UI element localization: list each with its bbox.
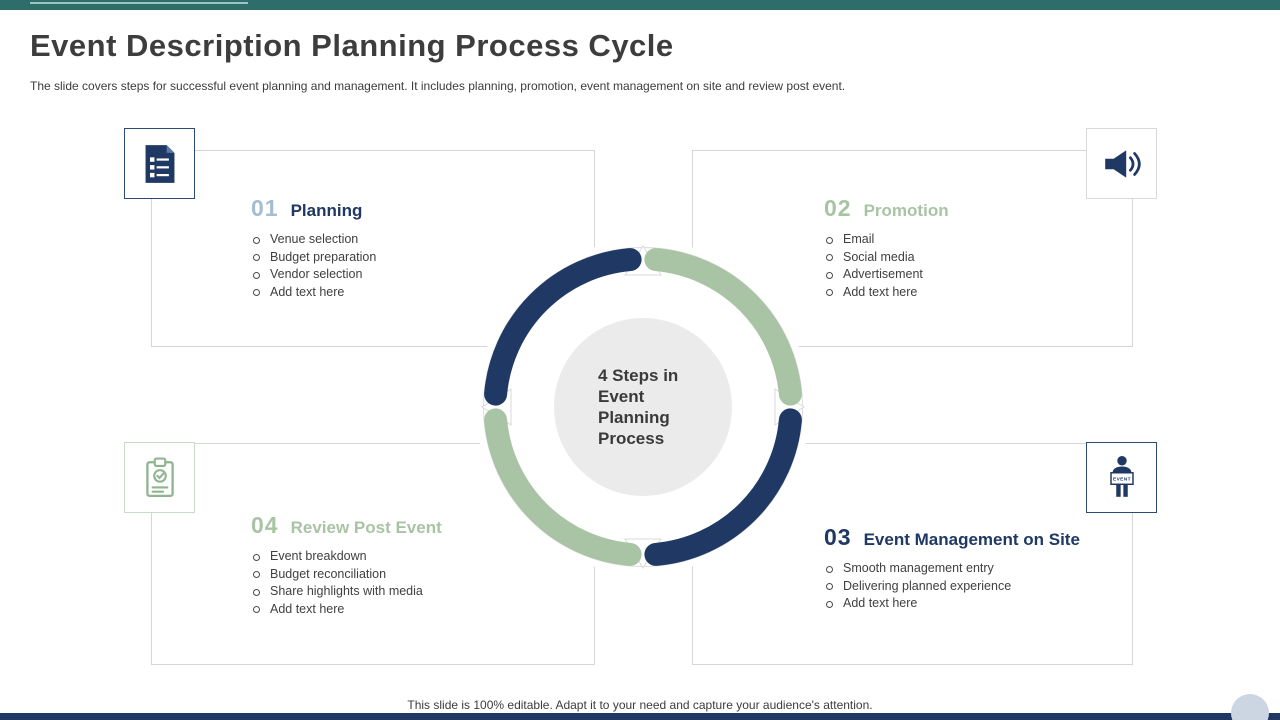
icon-tile-promotion	[1086, 128, 1157, 199]
center-line: Process	[598, 429, 665, 448]
step-number: 02	[824, 195, 852, 221]
arc-event-management	[644, 408, 802, 566]
bullet-item: Add text here	[251, 601, 594, 619]
icon-tile-planning	[124, 128, 195, 199]
bullet-item: Advertisement	[824, 266, 1132, 284]
top-accent-line	[30, 2, 248, 4]
step-heading: 02 Promotion	[824, 195, 1132, 222]
step-title: Review Post Event	[290, 518, 442, 537]
slide-title: Event Description Planning Process Cycle	[30, 28, 674, 63]
bullet-item: Delivering planned experience	[824, 578, 1132, 596]
bullet-item: Budget reconciliation	[251, 566, 594, 584]
bullet-item: Add text here	[824, 284, 1132, 302]
step-bullet-list: Event breakdown Budget reconciliation Sh…	[251, 548, 594, 618]
step-heading: 03 Event Management on Site	[824, 524, 1132, 551]
center-circle	[554, 318, 732, 496]
bullet-item: Vendor selection	[251, 266, 594, 284]
step-number: 01	[251, 195, 279, 221]
step-heading: 04 Review Post Event	[251, 512, 594, 539]
bullet-item: Add text here	[824, 595, 1132, 613]
step-bullet-list: Smooth management entry Delivering plann…	[824, 560, 1132, 613]
corner-decoration-circle	[1231, 694, 1269, 720]
step-heading: 01 Planning	[251, 195, 594, 222]
step-bullet-list: Email Social media Advertisement Add tex…	[824, 231, 1132, 301]
step-title: Promotion	[863, 201, 949, 220]
center-line: Planning	[598, 408, 670, 427]
center-line: Event	[598, 387, 645, 406]
event-person-icon: EVENT	[1109, 455, 1134, 497]
step-box-review-post-event: 04 Review Post Event Event breakdown Bud…	[151, 443, 595, 665]
bullet-item: Venue selection	[251, 231, 594, 249]
cycle-center-label: 4 Steps in Event Planning Process	[473, 237, 813, 577]
step-number: 03	[824, 524, 852, 550]
cycle-diagram: 4 Steps in Event Planning Process	[473, 237, 813, 577]
slide-subtitle: The slide covers steps for successful ev…	[30, 79, 846, 93]
bullet-item: Share highlights with media	[251, 583, 594, 601]
bullet-item: Smooth management entry	[824, 560, 1132, 578]
bullet-item: Budget preparation	[251, 249, 594, 267]
document-checklist-icon	[145, 144, 174, 183]
center-line: 4 Steps in	[598, 366, 679, 385]
icon-tile-event-management: EVENT	[1086, 442, 1157, 513]
slide-footer-note: This slide is 100% editable. Adapt it to…	[407, 698, 873, 712]
arc-planning	[484, 248, 642, 406]
bullet-item: Social media	[824, 249, 1132, 267]
top-accent-bar	[0, 0, 1280, 10]
clipboard-check-icon	[145, 457, 174, 497]
step-title: Planning	[290, 201, 363, 220]
step-title: Event Management on Site	[863, 530, 1080, 549]
arc-review	[484, 408, 642, 566]
bullet-item: Event breakdown	[251, 548, 594, 566]
arc-promotion	[644, 248, 802, 406]
step-bullet-list: Venue selection Budget preparation Vendo…	[251, 231, 594, 301]
step-box-planning: 01 Planning Venue selection Budget prepa…	[151, 150, 595, 347]
icon-tile-review	[124, 442, 195, 513]
bullet-item: Add text here	[251, 284, 594, 302]
megaphone-icon	[1104, 149, 1141, 178]
bottom-accent-bar	[0, 713, 1280, 720]
event-sign-label: EVENT	[1112, 476, 1130, 482]
bullet-item: Email	[824, 231, 1132, 249]
step-number: 04	[251, 512, 279, 538]
cycle-arcs	[476, 240, 810, 574]
